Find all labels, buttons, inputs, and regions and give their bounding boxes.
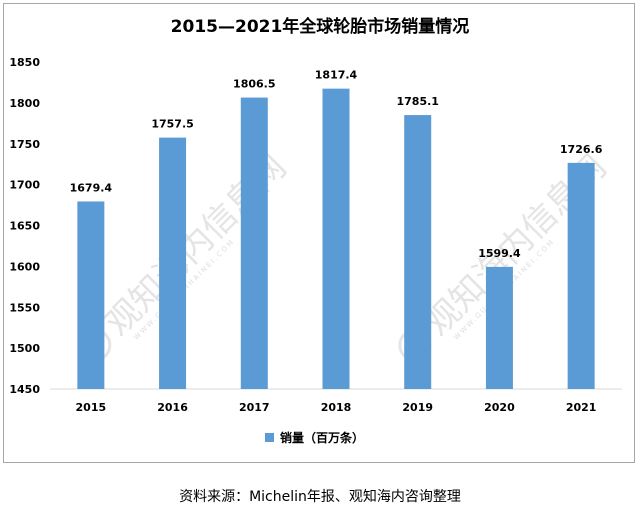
y-tick-label: 1850 xyxy=(9,56,40,69)
chart-frame xyxy=(3,3,635,463)
x-tick-label: 2019 xyxy=(402,401,433,414)
y-tick-label: 1600 xyxy=(9,260,40,273)
y-tick-label: 1800 xyxy=(9,97,40,110)
bar-2016 xyxy=(159,137,187,389)
bar-2017 xyxy=(240,97,268,389)
x-axis-ticks: 2015 2016 2017 2018 2019 2020 2021 xyxy=(76,401,597,414)
data-label-2018: 1817.4 xyxy=(315,69,358,82)
y-tick-label: 1450 xyxy=(9,383,40,396)
y-tick-label: 1750 xyxy=(9,138,40,151)
bar-2018 xyxy=(322,88,350,389)
data-label-2019: 1785.1 xyxy=(396,95,438,108)
x-tick-label: 2020 xyxy=(484,401,515,414)
bar-2015 xyxy=(77,201,105,389)
y-tick-label: 1700 xyxy=(9,179,40,192)
x-tick-label: 2018 xyxy=(321,401,352,414)
y-tick-label: 1650 xyxy=(9,220,40,233)
y-tick-label: 1500 xyxy=(9,342,40,355)
legend-label: 销量（百万条） xyxy=(280,430,364,445)
legend: 销量（百万条） xyxy=(265,430,364,445)
x-tick-label: 2016 xyxy=(157,401,188,414)
data-label-2020: 1599.4 xyxy=(478,247,521,260)
x-tick-label: 2017 xyxy=(239,401,270,414)
chart-title: 2015—2021年全球轮胎市场销量情况 xyxy=(170,17,470,37)
y-axis-ticks: 1450 1500 1550 1600 1650 1700 1750 1800 1850 xyxy=(9,56,40,396)
data-label-2016: 1757.5 xyxy=(151,118,193,131)
data-label-2017: 1806.5 xyxy=(233,78,275,91)
data-label-2021: 1726.6 xyxy=(560,143,603,156)
bar-2020 xyxy=(485,266,513,389)
bar-2021 xyxy=(567,162,595,389)
bar-chart: 观知海内信息网WWW.GUANZHIHAINEI.COM观知海内信息网WWW.G… xyxy=(9,56,622,445)
y-tick-label: 1550 xyxy=(9,301,40,314)
x-tick-label: 2015 xyxy=(76,401,107,414)
bar-2019 xyxy=(404,115,432,389)
bars: 1679.4 1757.5 1806.5 1817.4 1785.1 1599.4 1726… xyxy=(70,69,603,389)
data-label-2015: 1679.4 xyxy=(70,181,113,194)
source-note: 资料来源：Michelin年报、观知海内咨询整理 xyxy=(179,489,461,505)
x-tick-label: 2021 xyxy=(566,401,597,414)
legend-swatch xyxy=(265,433,274,442)
